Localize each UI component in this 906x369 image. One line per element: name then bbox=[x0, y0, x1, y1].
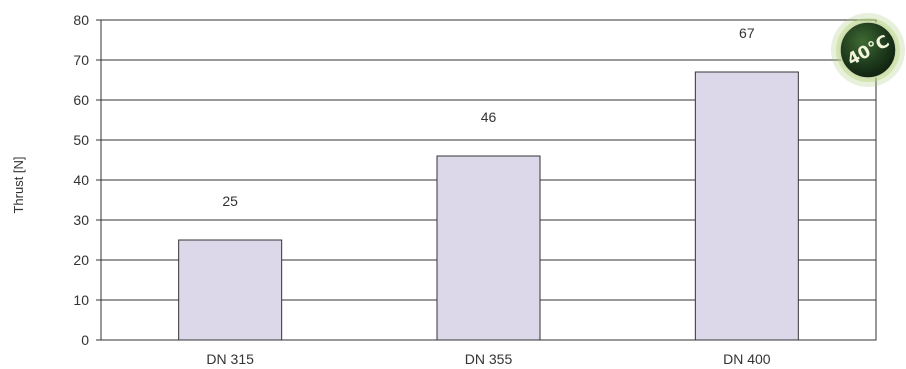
x-category-label: DN 400 bbox=[723, 351, 771, 367]
y-tick-label: 0 bbox=[81, 332, 89, 348]
y-axis-label: Thrust [N] bbox=[11, 156, 26, 213]
data-labels: 25 46 67 bbox=[222, 25, 754, 209]
y-tick-label: 10 bbox=[73, 292, 89, 308]
y-axis-ticks: 0 10 20 30 40 50 60 70 80 bbox=[73, 12, 101, 348]
y-tick-label: 80 bbox=[73, 12, 89, 28]
bars bbox=[178, 71, 799, 341]
x-category-label: DN 355 bbox=[465, 351, 513, 367]
y-tick-label: 30 bbox=[73, 212, 89, 228]
x-axis-categories: DN 315 DN 355 DN 400 bbox=[206, 351, 770, 367]
bar-dn-315 bbox=[178, 239, 283, 341]
data-label: 67 bbox=[739, 25, 755, 41]
y-tick-label: 60 bbox=[73, 92, 89, 108]
plot-area bbox=[100, 19, 877, 341]
y-tick-label: 40 bbox=[73, 172, 89, 188]
y-tick-label: 70 bbox=[73, 52, 89, 68]
bar-dn-400 bbox=[694, 71, 799, 341]
y-tick-label: 20 bbox=[73, 252, 89, 268]
y-tick-label: 50 bbox=[73, 132, 89, 148]
x-category-label: DN 315 bbox=[206, 351, 254, 367]
data-label: 25 bbox=[222, 193, 238, 209]
temperature-badge-icon: 40°C bbox=[831, 13, 905, 87]
bar-dn-355 bbox=[436, 155, 541, 341]
data-label: 46 bbox=[481, 109, 497, 125]
